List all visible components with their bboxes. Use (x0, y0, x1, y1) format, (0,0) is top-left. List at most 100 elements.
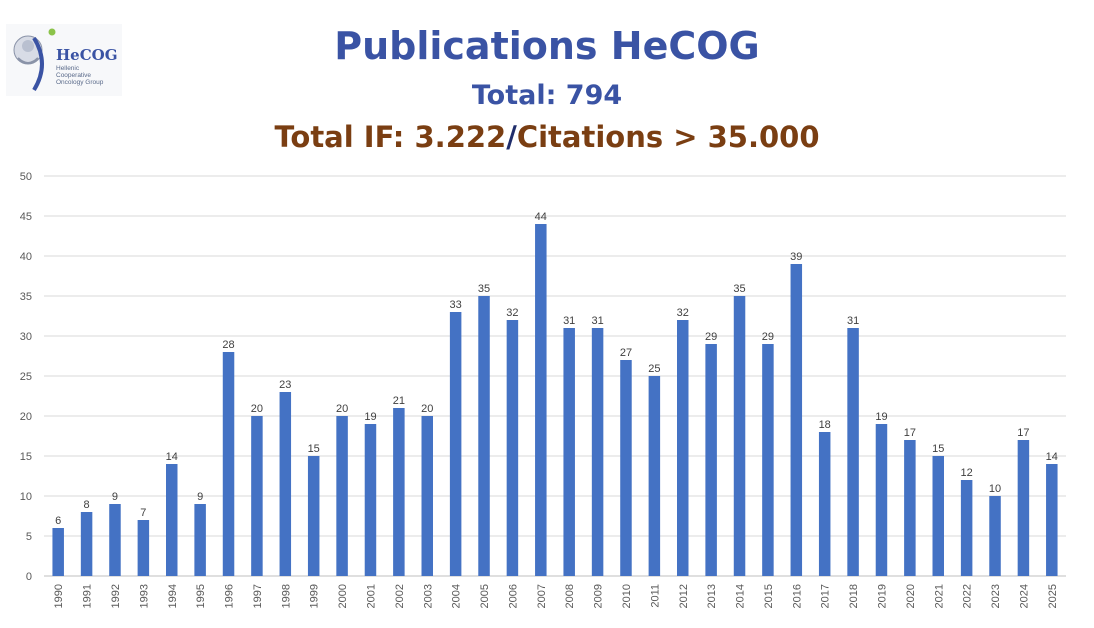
y-tick-label: 50 (20, 171, 32, 183)
data-label-2015: 29 (762, 331, 774, 343)
data-label-2006: 32 (506, 307, 518, 319)
x-tick-label-2020: 2020 (905, 584, 917, 608)
x-tick-label-1993: 1993 (138, 584, 150, 608)
data-label-1990: 6 (55, 515, 61, 527)
publications-bar-chart: 0510152025303540455061990819919199271993… (20, 171, 1066, 608)
y-tick-label: 5 (26, 531, 32, 543)
bar-1992 (109, 504, 121, 576)
bar-1998 (279, 392, 292, 576)
x-tick-label-2017: 2017 (820, 584, 832, 608)
data-label-1992: 9 (112, 491, 118, 503)
data-label-1993: 7 (140, 507, 146, 519)
x-tick-label-2009: 2009 (593, 584, 605, 608)
x-tick-label-2016: 2016 (791, 584, 803, 608)
x-tick-label-2021: 2021 (933, 584, 945, 608)
y-tick-label: 35 (20, 291, 32, 303)
bar-2019 (875, 424, 888, 576)
x-tick-label-2004: 2004 (451, 584, 463, 608)
data-label-1995: 9 (197, 491, 203, 503)
bar-2005 (478, 296, 490, 576)
data-label-2009: 31 (591, 315, 603, 327)
total-if-text: Total IF: 3.222 (274, 120, 507, 154)
x-tick-label-2001: 2001 (365, 584, 377, 608)
total-publications: Total: 794 (471, 80, 623, 111)
bar-2017 (818, 432, 831, 576)
bar-1994 (166, 464, 178, 576)
x-tick-label-2024: 2024 (1018, 584, 1030, 608)
x-tick-label-1994: 1994 (167, 584, 179, 608)
logo-sub2: Cooperative (56, 72, 91, 79)
bar-2000 (336, 416, 348, 576)
data-label-1994: 14 (166, 451, 178, 463)
data-label-2011: 25 (648, 363, 660, 375)
logo-sub1: Hellenic (56, 65, 80, 72)
bar-2004 (449, 312, 462, 576)
x-tick-label-2019: 2019 (876, 584, 888, 608)
logo-sub3: Oncology Group (56, 79, 104, 86)
bar-2018 (847, 328, 859, 576)
bar-2006 (506, 320, 519, 576)
bar-2020 (904, 440, 916, 576)
bar-2015 (762, 344, 774, 576)
x-tick-label-1997: 1997 (252, 584, 264, 608)
data-label-2018: 31 (847, 315, 859, 327)
x-tick-label-1990: 1990 (53, 584, 65, 608)
x-tick-label-2012: 2012 (678, 584, 690, 608)
bar-2011 (648, 376, 661, 576)
bar-2002 (393, 408, 405, 576)
logo-name: HeCOG (56, 46, 118, 64)
x-tick-label-2010: 2010 (621, 584, 633, 608)
data-label-2023: 10 (989, 483, 1001, 495)
y-tick-label: 25 (20, 371, 32, 383)
data-label-1996: 28 (222, 339, 234, 351)
data-label-2007: 44 (535, 211, 547, 223)
y-tick-label: 10 (20, 491, 32, 503)
data-label-2017: 18 (819, 419, 831, 431)
x-tick-label-2003: 2003 (422, 584, 434, 608)
bar-2010 (620, 360, 632, 576)
impact-citations-line: Total IF: 3.222/Citations > 35.000 (0, 120, 1094, 154)
hecog-logo: HeCOG Hellenic Cooperative Oncology Grou… (6, 24, 122, 96)
data-label-2022: 12 (961, 467, 973, 479)
bar-2014 (733, 296, 746, 576)
y-tick-label: 40 (20, 251, 32, 263)
bar-2008 (563, 328, 575, 576)
citations-text: Citations > 35.000 (516, 120, 820, 154)
data-label-1991: 8 (84, 499, 90, 511)
data-label-2014: 35 (733, 283, 745, 295)
x-tick-label-2002: 2002 (394, 584, 406, 608)
bar-1993 (137, 520, 150, 576)
x-tick-label-2000: 2000 (337, 584, 349, 608)
y-tick-label: 15 (20, 451, 32, 463)
data-label-2016: 39 (790, 251, 802, 263)
x-tick-label-2022: 2022 (962, 584, 974, 608)
x-tick-label-2008: 2008 (564, 584, 576, 608)
bar-2009 (591, 328, 604, 576)
x-tick-label-1991: 1991 (82, 584, 94, 608)
x-tick-label-2011: 2011 (649, 584, 661, 608)
data-label-2000: 20 (336, 403, 348, 415)
data-label-1999: 15 (308, 443, 320, 455)
data-label-2021: 15 (932, 443, 944, 455)
bar-2024 (1017, 440, 1030, 576)
bar-2007 (535, 224, 547, 576)
x-tick-label-1999: 1999 (309, 584, 321, 608)
x-tick-label-2018: 2018 (848, 584, 860, 608)
bar-2016 (790, 264, 803, 576)
bar-1997 (251, 416, 263, 576)
bar-2021 (932, 456, 944, 576)
y-tick-label: 45 (20, 211, 32, 223)
bar-2025 (1046, 464, 1058, 576)
bar-2013 (705, 344, 717, 576)
page-title: Publications HeCOG (334, 24, 760, 68)
x-tick-label-1996: 1996 (224, 584, 236, 608)
data-label-2019: 19 (875, 411, 887, 423)
x-tick-label-1995: 1995 (195, 584, 207, 608)
y-tick-label: 30 (20, 331, 32, 343)
data-label-2012: 32 (677, 307, 689, 319)
data-label-2002: 21 (393, 395, 405, 407)
data-label-2010: 27 (620, 347, 632, 359)
x-tick-label-1992: 1992 (110, 584, 122, 608)
data-label-2003: 20 (421, 403, 433, 415)
y-tick-label: 20 (20, 411, 32, 423)
